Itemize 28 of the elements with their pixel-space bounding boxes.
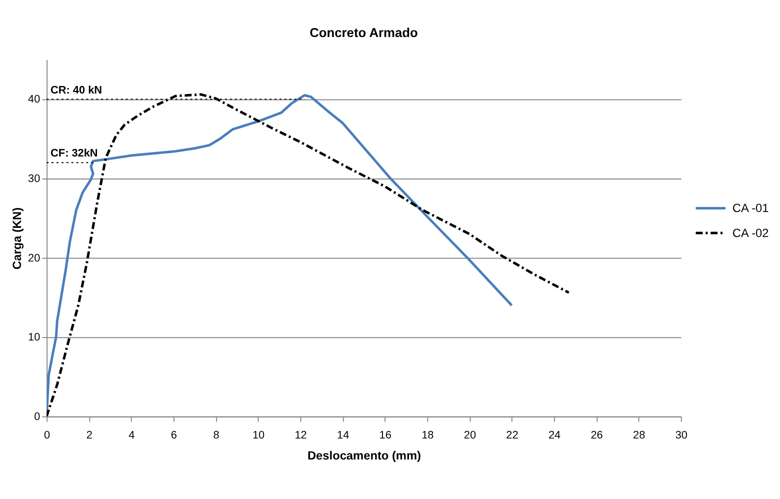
x-tick-label: 16 (379, 430, 392, 442)
x-tick-label: 8 (213, 430, 220, 442)
legend-label: CA -02 (732, 226, 769, 240)
x-tick-label: 4 (128, 430, 135, 442)
y-tick-label: 20 (28, 252, 40, 264)
chart-title: Concreto Armado (310, 24, 418, 40)
y-tick-label: 40 (28, 94, 40, 106)
x-axis-title: Deslocamento (mm) (307, 448, 422, 462)
y-axis-title: Carga (KN) (10, 207, 24, 270)
x-tick-label: 12 (294, 430, 307, 442)
x-tick-label: 6 (170, 430, 177, 442)
x-tick-label: 0 (44, 430, 50, 442)
legend-label: CA -01 (732, 201, 770, 216)
x-tick-label: 20 (464, 430, 476, 442)
x-tick-label: 26 (590, 430, 603, 442)
x-tick-label: 14 (337, 430, 350, 442)
y-tick-label: 0 (34, 410, 40, 423)
y-tick-label: 30 (28, 172, 40, 185)
x-tick-label: 30 (675, 430, 688, 442)
ref-line-label: CF: 32kN (50, 148, 98, 160)
x-tick-label: 28 (633, 430, 646, 442)
y-tick-label: 10 (28, 332, 40, 344)
x-tick-label: 24 (548, 430, 561, 442)
x-tick-label: 18 (422, 430, 434, 442)
x-tick-label: 22 (506, 430, 518, 442)
ref-line-label: CR: 40 kN (50, 84, 102, 96)
x-tick-label: 2 (86, 430, 92, 442)
x-tick-label: 10 (252, 430, 265, 442)
